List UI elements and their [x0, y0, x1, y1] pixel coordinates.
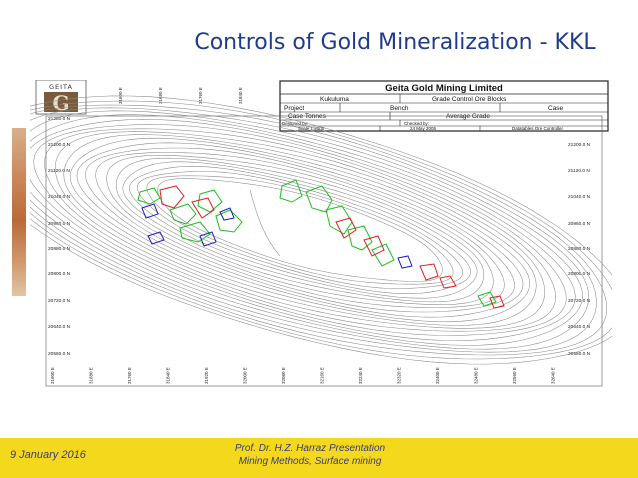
slide-title: Controls of Gold Mineralization - KKL — [194, 30, 596, 55]
x-bottom-label: 32160 E — [320, 367, 325, 384]
pit-map: GEITA G Geita Gold Mining Limited Kukulu… — [0, 79, 628, 388]
x-bottom-label: 31600 E — [50, 367, 55, 384]
plan-title: Grade Control Ore Blocks — [432, 96, 507, 103]
contour-line — [33, 124, 567, 336]
contour-line — [95, 152, 505, 308]
contour-line — [54, 131, 546, 329]
x-bottom-label: 32480 E — [474, 367, 479, 384]
contour-line — [85, 147, 515, 313]
average-grade-label: Average Grade — [446, 113, 490, 120]
x-bottom-label: 32560 E — [512, 367, 517, 384]
x-bottom-label: 32400 E — [435, 367, 440, 384]
ore-blocks-blue — [141, 203, 413, 269]
footer-credit-line1: Prof. Dr. H.Z. Harraz Presentation — [234, 443, 386, 454]
y-right-label: 20640.0 N — [568, 324, 591, 330]
bench-label: Bench — [390, 105, 409, 112]
x-bottom-label: 32000 E — [243, 367, 248, 384]
x-bottom-label: 31680 E — [89, 367, 94, 384]
x-top-label: 31680 E — [158, 87, 163, 104]
y-right-label: 20880.0 N — [568, 246, 591, 252]
y-right-label: 21200.0 N — [568, 142, 591, 148]
controller-label: Datatables Ore Controller — [512, 126, 564, 131]
x-top-label: 31840 E — [238, 87, 243, 104]
case-label: Case — [548, 105, 564, 112]
x-bottom-label: 32240 E — [358, 367, 363, 384]
pit-map-svg: GEITA G Geita Gold Mining Limited Kukulu… — [0, 79, 628, 388]
contour-line — [76, 142, 524, 318]
scale-label: Scale 1:2000 — [298, 126, 325, 131]
y-left-label: 20800.0 N — [48, 271, 71, 277]
y-left-label: 20960.0 N — [48, 221, 71, 227]
contour-line — [63, 134, 537, 326]
x-bottom-label: 31840 E — [166, 367, 171, 384]
contour-line — [122, 161, 478, 299]
footer-date: 9 January 2016 — [10, 449, 86, 461]
y-left-label: 20640.0 N — [48, 324, 71, 330]
contour-line — [137, 171, 463, 289]
footer-bar: 9 January 2016 Prof. Dr. H.Z. Harraz Pre… — [0, 438, 638, 478]
y-right-label: 21040.0 N — [568, 194, 591, 200]
contour-line — [115, 157, 485, 303]
title-block: Geita Gold Mining Limited Kukuluma Grade… — [279, 80, 609, 132]
y-left-label: 21040.0 N — [48, 194, 71, 200]
y-left-label: 21280.0 N — [48, 116, 71, 122]
ore-blocks-red — [159, 185, 505, 309]
y-left-label: 20720.0 N — [48, 298, 71, 304]
contour-line — [146, 175, 454, 285]
map-border — [45, 115, 603, 387]
project-label: Project — [284, 105, 304, 112]
pit-ridge-line — [249, 189, 281, 257]
x-bottom-label: 31760 E — [127, 367, 132, 384]
contour-line — [0, 100, 619, 360]
checked-by-label: Checked by: — [404, 121, 429, 126]
x-top-label: 31760 E — [198, 87, 203, 104]
contour-line — [0, 104, 608, 356]
contour-line — [44, 128, 556, 332]
y-right-label: 20800.0 N — [568, 271, 591, 277]
y-left-label: 21120.0 N — [48, 168, 70, 174]
svg-text:G: G — [52, 91, 69, 115]
ore-blocks-green — [137, 179, 497, 307]
company-name: Geita Gold Mining Limited — [385, 83, 503, 94]
footer-credit-line2: Mining Methods, Surface mining — [238, 456, 382, 467]
y-left-label: 20560.0 N — [48, 351, 71, 357]
contour-line — [106, 155, 494, 305]
contour-line — [157, 178, 443, 282]
project-name: Kukuluma — [320, 96, 349, 103]
y-right-label: 21120.0 N — [568, 168, 590, 174]
x-bottom-label: 32320 E — [397, 367, 402, 384]
contour-line — [0, 95, 628, 365]
date-label: 24 May 2005 — [410, 126, 437, 131]
contour-line — [69, 137, 531, 323]
footer-credit: Prof. Dr. H.Z. Harraz Presentation Minin… — [210, 442, 410, 468]
x-bottom-label: 31920 E — [204, 367, 209, 384]
x-bottom-label: 32640 E — [551, 367, 556, 384]
x-bottom-label: 32080 E — [281, 367, 286, 384]
logo-text: GEITA — [49, 83, 73, 91]
y-right-label: 20960.0 N — [568, 221, 591, 227]
x-bottom-labels: 31600 E 31680 E 31760 E 31840 E 31920 E 32000… — [50, 367, 556, 384]
y-left-label: 20880.0 N — [48, 246, 71, 252]
x-top-label: 31600 E — [118, 87, 123, 104]
y-right-label: 20560.0 N — [568, 351, 591, 357]
company-logo: GEITA G — [35, 79, 87, 115]
y-right-label: 20720.0 N — [568, 298, 591, 304]
case-tonnes-label: Case Tonnes — [288, 113, 327, 120]
side-photo-strip — [12, 128, 26, 296]
y-left-label: 21200.0 N — [48, 142, 71, 148]
contour-line — [129, 166, 471, 294]
